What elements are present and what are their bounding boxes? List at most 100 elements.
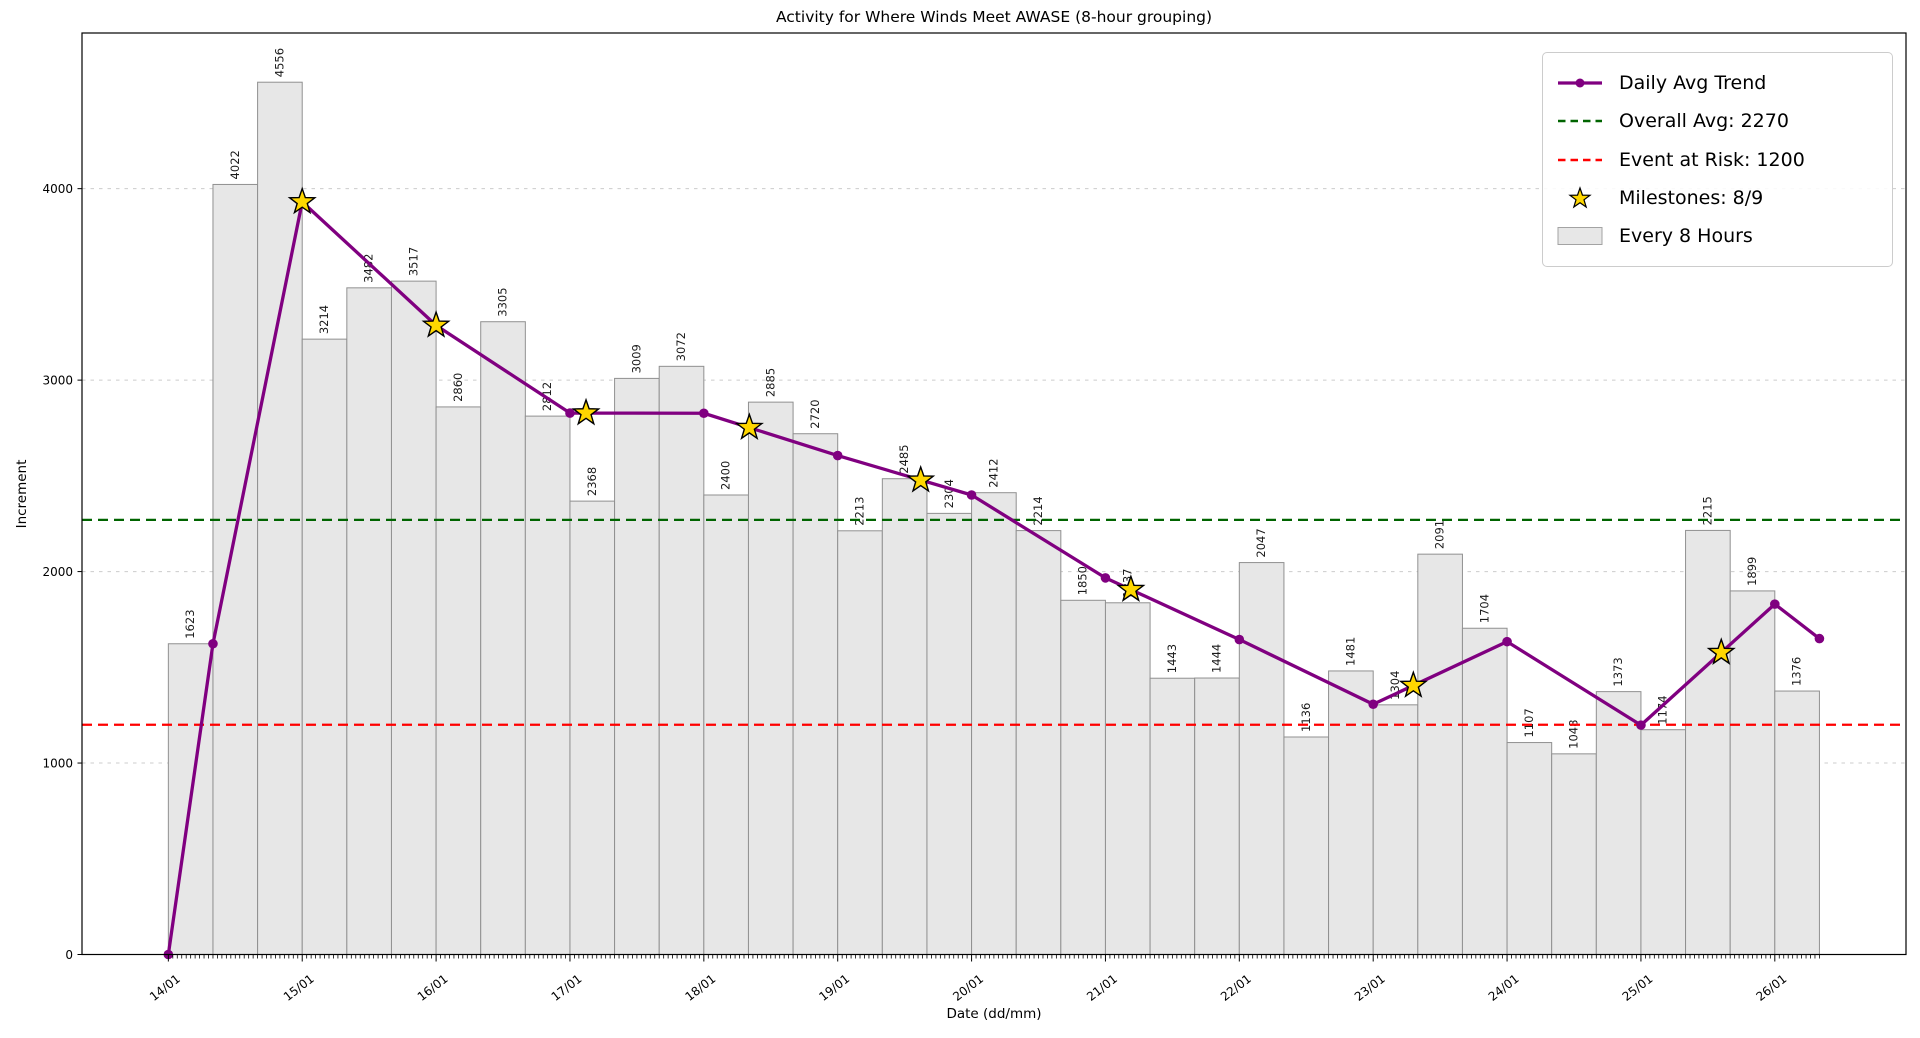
trend-point (1368, 699, 1378, 710)
bar-value-label: 3517 (406, 247, 420, 276)
dashed-line-swatch-icon (1558, 120, 1602, 123)
legend-item: Overall Avg: 2270 (1556, 102, 1884, 140)
bar-value-label: 3305 (496, 287, 510, 316)
milestone-star (287, 186, 317, 215)
x-tick-label: 17/01 (549, 972, 585, 1004)
y-tick-label: 0 (65, 948, 73, 962)
bar (658, 365, 705, 955)
star-icon (1568, 185, 1592, 209)
legend-item-label: Daily Avg Trend (1619, 72, 1767, 94)
y-tick-label: 1000 (42, 757, 73, 771)
bar-value-label: 1481 (1343, 637, 1357, 666)
legend-item-label: Overall Avg: 2270 (1619, 110, 1789, 133)
bar (837, 530, 883, 955)
bar-value-label: 1899 (1745, 557, 1759, 586)
x-tick-label: 14/01 (147, 972, 183, 1004)
x-tick-label: 18/01 (682, 972, 718, 1004)
legend-item-label: Every 8 Hours (1619, 225, 1753, 247)
bar-value-label: 2213 (853, 497, 867, 526)
bar (1194, 677, 1240, 956)
y-tick-label: 3000 (42, 374, 73, 388)
bar-value-label: 3072 (674, 332, 688, 361)
bar-value-label: 2485 (897, 444, 911, 473)
bar-value-label: 2091 (1433, 520, 1447, 549)
bar (792, 433, 839, 955)
bar-value-label: 2304 (942, 479, 956, 508)
bar (346, 287, 392, 955)
trend-point (1502, 636, 1512, 647)
x-tick-label: 20/01 (950, 972, 986, 1004)
bar (257, 81, 303, 955)
bar-value-label: 2368 (585, 467, 599, 496)
bar (569, 500, 616, 955)
bar-value-label: 1376 (1790, 657, 1804, 686)
x-tick-label: 15/01 (281, 972, 317, 1004)
bar (747, 401, 794, 955)
bar-value-label: 2047 (1254, 528, 1268, 557)
bar-value-label: 1850 (1076, 566, 1090, 595)
bar (1060, 599, 1106, 955)
bar (1015, 530, 1062, 956)
bar (480, 321, 526, 955)
legend-item: Every 8 Hours (1556, 217, 1884, 255)
bar-value-label: 2215 (1700, 496, 1714, 525)
bar-value-label: 2400 (719, 461, 733, 490)
bar (1328, 670, 1374, 956)
x-tick-label: 26/01 (1753, 972, 1789, 1004)
bar-value-label: 1048 (1566, 720, 1580, 749)
x-tick-label: 21/01 (1084, 972, 1120, 1004)
x-tick-label: 23/01 (1352, 972, 1388, 1004)
y-axis-label: Increment (14, 459, 30, 529)
legend-item-label: Event at Risk: 1200 (1619, 148, 1805, 171)
trend-point (1770, 599, 1780, 609)
bar (524, 415, 571, 955)
bar-swatch-icon (1557, 227, 1603, 245)
bar (1461, 627, 1508, 955)
trend-line-swatch-icon (1558, 78, 1602, 88)
bar-value-label: 1443 (1165, 644, 1179, 673)
dashed-line-swatch-icon (1558, 158, 1602, 161)
bar (435, 406, 482, 955)
x-tick-label: 19/01 (816, 972, 852, 1004)
bar (1238, 562, 1285, 955)
x-tick-label: 16/01 (415, 972, 451, 1004)
bar (1283, 736, 1330, 955)
legend-item: Event at Risk: 1200 (1556, 141, 1884, 179)
bar (614, 377, 660, 955)
trend-point (1100, 573, 1111, 583)
milestone-star (421, 310, 451, 338)
trend-point (1234, 634, 1245, 645)
y-tick-label: 2000 (42, 565, 73, 579)
bar (212, 183, 259, 955)
bar (926, 512, 973, 955)
bar-value-label: 1373 (1611, 657, 1625, 686)
trend-point (565, 408, 575, 418)
bar-value-label: 1136 (1299, 703, 1313, 732)
star-swatch-icon (1568, 185, 1592, 209)
bar-value-label: 1107 (1522, 708, 1536, 737)
y-tick-label: 4000 (42, 182, 73, 196)
bar (1551, 753, 1597, 955)
bar-value-label: 2860 (451, 373, 465, 402)
bar (1640, 729, 1687, 955)
trend-point (699, 408, 709, 419)
bar (390, 280, 437, 955)
legend-item: Milestones: 8/9 (1556, 179, 1884, 217)
milestone-star (1398, 670, 1428, 698)
milestone-star (1116, 574, 1146, 602)
x-tick-label: 25/01 (1620, 972, 1656, 1004)
bar-value-label: 4022 (228, 150, 242, 179)
chart-title: Activity for Where Winds Meet AWASE (8-h… (775, 8, 1213, 26)
bar-value-label: 2214 (1031, 496, 1045, 525)
bar (301, 338, 348, 955)
legend-item: Daily Avg Trend (1556, 64, 1884, 102)
bar (1149, 677, 1196, 955)
bar (1774, 690, 1820, 955)
x-tick-label: 22/01 (1218, 972, 1254, 1004)
legend: Daily Avg Trend Overall Avg: 2270 Event at… (1542, 52, 1893, 267)
milestone-star (906, 464, 936, 493)
bar-value-label: 4556 (272, 48, 286, 77)
trend-point (832, 450, 843, 461)
